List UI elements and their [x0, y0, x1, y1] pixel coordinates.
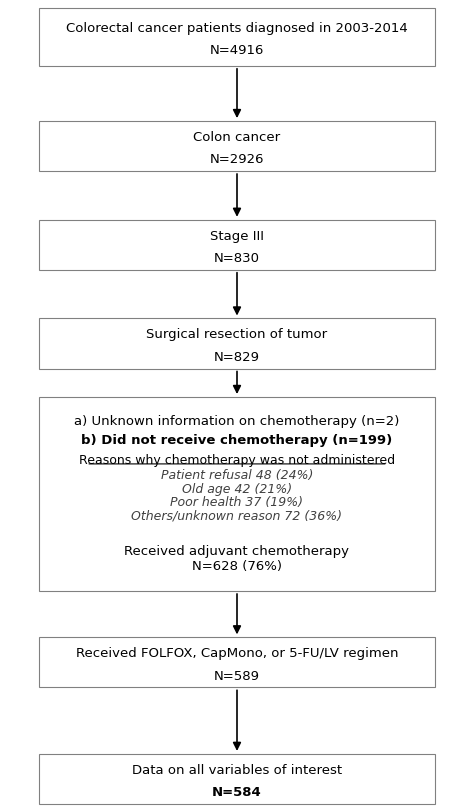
Text: N=829: N=829 [214, 350, 260, 363]
FancyBboxPatch shape [39, 319, 435, 369]
Text: Received FOLFOX, CapMono, or 5-FU/LV regimen: Received FOLFOX, CapMono, or 5-FU/LV reg… [76, 646, 398, 659]
Text: Stage III: Stage III [210, 230, 264, 242]
Text: N=628 (76%): N=628 (76%) [192, 560, 282, 573]
Text: a) Unknown information on chemotherapy (n=2): a) Unknown information on chemotherapy (… [74, 414, 400, 427]
Text: Others/unknown reason 72 (36%): Others/unknown reason 72 (36%) [131, 509, 343, 522]
Text: N=584: N=584 [212, 785, 262, 798]
Text: Surgical resection of tumor: Surgical resection of tumor [146, 328, 328, 341]
Text: b) Did not receive chemotherapy (n=199): b) Did not receive chemotherapy (n=199) [82, 434, 392, 447]
Text: Reasons why chemotherapy was not administered: Reasons why chemotherapy was not adminis… [79, 453, 395, 466]
Text: Received adjuvant chemotherapy: Received adjuvant chemotherapy [125, 544, 349, 557]
Text: N=2926: N=2926 [210, 153, 264, 166]
Text: Data on all variables of interest: Data on all variables of interest [132, 762, 342, 775]
Text: Poor health 37 (19%): Poor health 37 (19%) [171, 496, 303, 508]
FancyBboxPatch shape [39, 754, 435, 804]
FancyBboxPatch shape [39, 9, 435, 67]
Text: Colorectal cancer patients diagnosed in 2003-2014: Colorectal cancer patients diagnosed in … [66, 22, 408, 35]
Text: Old age 42 (21%): Old age 42 (21%) [182, 482, 292, 495]
Text: Patient refusal 48 (24%): Patient refusal 48 (24%) [161, 469, 313, 482]
Text: Colon cancer: Colon cancer [193, 131, 281, 144]
Text: N=589: N=589 [214, 669, 260, 682]
FancyBboxPatch shape [39, 122, 435, 172]
Text: N=830: N=830 [214, 252, 260, 265]
FancyBboxPatch shape [39, 397, 435, 591]
Text: N=4916: N=4916 [210, 44, 264, 58]
FancyBboxPatch shape [39, 221, 435, 271]
FancyBboxPatch shape [39, 637, 435, 688]
